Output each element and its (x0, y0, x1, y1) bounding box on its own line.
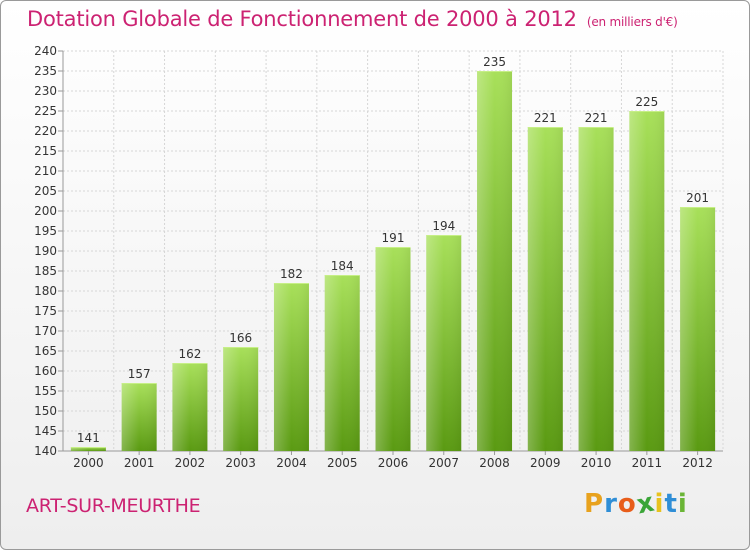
data-label: 191 (382, 231, 405, 245)
y-tick-label: 180 (34, 284, 57, 298)
x-tick-label: 2000 (73, 456, 104, 470)
data-label: 141 (77, 431, 100, 445)
data-label: 162 (178, 347, 201, 361)
y-tick-label: 170 (34, 324, 57, 338)
x-tick-label: 2008 (479, 456, 510, 470)
logo-letter: r (604, 489, 618, 519)
logo-letter: i (654, 489, 665, 519)
y-tick-label: 140 (34, 444, 57, 458)
logo-letter: o (617, 489, 637, 519)
y-tick-label: 195 (34, 224, 57, 238)
data-label: 182 (280, 267, 303, 281)
data-label: 221 (585, 111, 608, 125)
y-tick-label: 160 (34, 364, 57, 378)
bar-shine (680, 207, 716, 451)
data-label: 157 (128, 367, 151, 381)
x-tick-label: 2010 (581, 456, 612, 470)
x-tick-label: 2002 (175, 456, 206, 470)
x-tick-label: 2007 (428, 456, 459, 470)
bar-shine (375, 247, 411, 451)
bar-shine (477, 71, 513, 451)
bar-shine (172, 363, 208, 451)
commune-name: ART-SUR-MEURTHE (26, 495, 201, 517)
bar-shine (223, 347, 259, 451)
logo-letter: t (664, 489, 678, 519)
proxiti-logo: Proxiti (584, 487, 688, 520)
bar-shine (426, 235, 462, 451)
y-tick-label: 220 (34, 124, 57, 138)
data-label: 184 (331, 259, 354, 273)
y-tick-label: 155 (34, 384, 57, 398)
y-tick-label: 165 (34, 344, 57, 358)
chart-title-text: Dotation Globale de Fonctionnement de 20… (27, 7, 577, 31)
bar-shine (629, 111, 665, 451)
x-tick-label: 2006 (378, 456, 409, 470)
data-label: 235 (483, 55, 506, 69)
x-tick-label: 2009 (530, 456, 561, 470)
bar-shine (527, 127, 563, 451)
x-tick-label: 2012 (682, 456, 713, 470)
bar-shine (324, 275, 360, 451)
x-tick-label: 2011 (632, 456, 663, 470)
bar-shine (273, 283, 309, 451)
y-tick-label: 215 (34, 144, 57, 158)
y-tick-label: 240 (34, 44, 57, 58)
data-label: 201 (686, 191, 709, 205)
x-tick-label: 2005 (327, 456, 358, 470)
bar-shine (70, 447, 106, 451)
x-tick-label: 2004 (276, 456, 307, 470)
data-label: 225 (635, 95, 658, 109)
x-tick-label: 2003 (225, 456, 256, 470)
logo-letter: P (584, 489, 605, 519)
y-tick-label: 175 (34, 304, 57, 318)
data-label: 221 (534, 111, 557, 125)
y-tick-label: 205 (34, 184, 57, 198)
y-tick-label: 235 (34, 64, 57, 78)
y-tick-label: 185 (34, 264, 57, 278)
y-tick-label: 225 (34, 104, 57, 118)
x-tick-label: 2001 (124, 456, 155, 470)
bar-shine (121, 383, 157, 451)
y-tick-label: 190 (34, 244, 57, 258)
data-label: 194 (432, 219, 455, 233)
chart-title: Dotation Globale de Fonctionnement de 20… (27, 7, 678, 31)
data-label: 166 (229, 331, 252, 345)
chart-unit: (en milliers d'€) (586, 15, 678, 29)
y-tick-label: 200 (34, 204, 57, 218)
y-tick-label: 145 (34, 424, 57, 438)
logo-letter: i (677, 489, 688, 519)
y-tick-label: 150 (34, 404, 57, 418)
y-tick-label: 210 (34, 164, 57, 178)
y-tick-label: 230 (34, 84, 57, 98)
bar-shine (578, 127, 614, 451)
